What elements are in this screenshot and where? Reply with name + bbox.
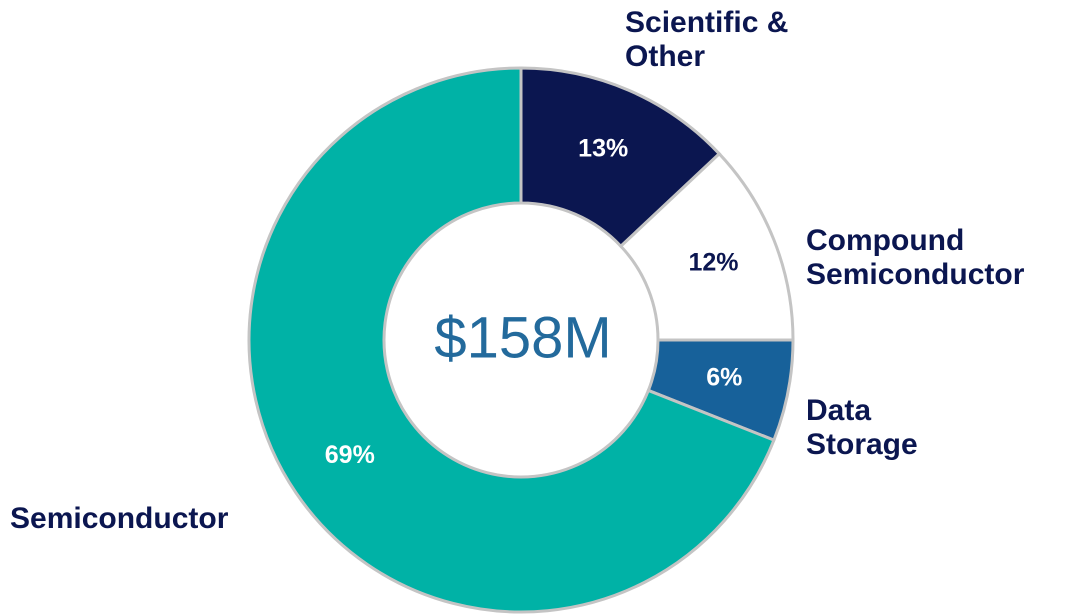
value-label: 69%: [325, 441, 375, 469]
category-label: Semiconductor: [10, 502, 229, 535]
category-label: Data Storage: [806, 394, 918, 461]
category-label: Scientific & Other: [625, 6, 789, 73]
value-label: 6%: [706, 363, 742, 391]
value-label: 13%: [578, 135, 628, 163]
center-label: $158M: [434, 305, 611, 370]
donut-slice: [247, 66, 776, 614]
value-label: 12%: [688, 248, 738, 276]
donut-slice: [519, 66, 722, 249]
category-label: Compound Semiconductor: [806, 224, 1025, 291]
